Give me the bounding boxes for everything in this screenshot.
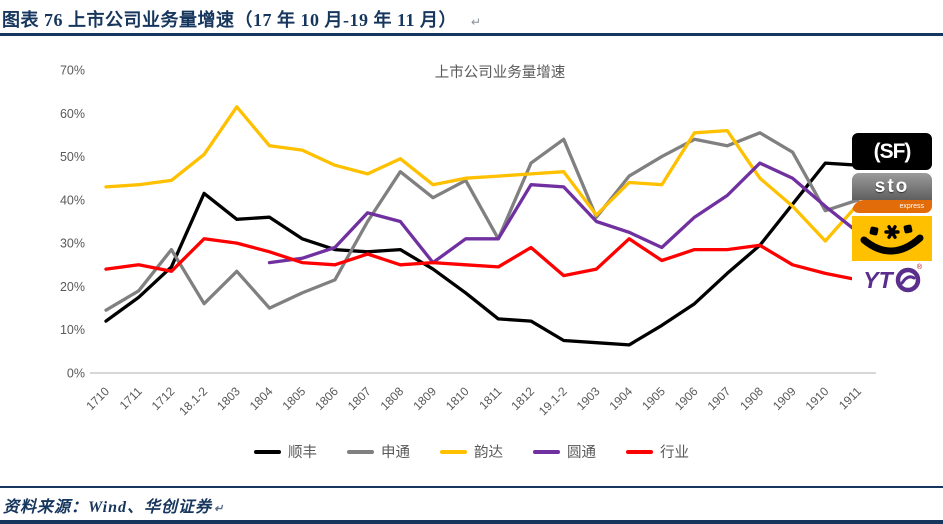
chart-title: 上市公司业务量增速 — [435, 64, 566, 81]
figure-caption: 图表 76 上市公司业务量增速（17 年 10 月-19 年 11 月） ↵ — [2, 6, 912, 32]
x-axis-tick-label: 1803 — [214, 384, 243, 413]
source-note: 资料来源：Wind、华创证券 ↵ — [3, 493, 224, 517]
x-axis-tick-label: 1710 — [83, 384, 112, 413]
x-axis-tick-label: 18.1-2 — [176, 384, 210, 418]
x-axis-tick-label: 1908 — [737, 384, 766, 413]
x-axis-tick-label: 1711 — [117, 384, 145, 412]
sto-express-logo-icon: sto express — [852, 173, 932, 213]
series-line-韵达 — [104, 105, 860, 243]
sto-logo-subtext: express — [852, 200, 932, 213]
y-axis-tick-label: 50% — [60, 150, 85, 164]
legend-label: 韵达 — [474, 445, 503, 461]
yto-runner-icon — [895, 267, 920, 293]
legend-label: 顺丰 — [288, 445, 317, 461]
legend-label: 行业 — [660, 445, 689, 461]
legend-label: 申通 — [381, 445, 410, 461]
legend-item-韵达: 韵达 — [440, 441, 503, 462]
caption-underline — [0, 33, 943, 36]
x-axis-tick-label: 1808 — [378, 384, 407, 413]
x-axis-tick-label: 1911 — [836, 384, 864, 412]
series-line-申通 — [104, 131, 860, 312]
sf-logo-text: (SF) — [873, 139, 912, 163]
y-axis-tick-label: 30% — [60, 237, 85, 251]
chart-legend: 顺丰 申通 韵达 圆通 行业 — [0, 441, 943, 462]
y-axis-tick-label: 10% — [60, 323, 85, 337]
series-line-圆通 — [267, 161, 860, 265]
x-axis-tick-label: 1809 — [410, 384, 439, 413]
x-axis-tick-label: 1903 — [574, 384, 603, 413]
y-axis-tick-label: 0% — [67, 367, 85, 381]
legend-swatch-icon — [347, 449, 374, 454]
x-axis-tick-label: 1805 — [280, 384, 309, 413]
legend-item-行业: 行业 — [626, 441, 689, 462]
x-axis-tick-label: 1810 — [443, 384, 472, 413]
line-chart: 上市公司业务量增速 0% 10% 20% 30% 40% 50% 60% 70% 1710 1711… — [60, 64, 876, 418]
legend-item-圆通: 圆通 — [533, 441, 596, 462]
paragraph-mark-icon: ↵ — [471, 15, 482, 29]
x-axis-tick-label: 1806 — [312, 384, 341, 413]
x-axis-tick-label: 1909 — [770, 384, 799, 413]
y-axis-tick-label: 60% — [60, 107, 85, 121]
legend-swatch-icon — [626, 449, 653, 454]
x-axis-tick-label: 1812 — [508, 384, 537, 413]
sto-logo-text: sto — [852, 173, 932, 200]
x-axis-tick-label: 19.1-2 — [536, 384, 570, 418]
yunda-express-logo-icon — [852, 216, 932, 261]
x-axis-tick-label: 1905 — [639, 384, 668, 413]
legend-item-申通: 申通 — [347, 441, 410, 462]
x-axis-tick-label: 1907 — [705, 384, 734, 413]
y-axis-tick-label: 20% — [60, 280, 85, 294]
x-axis-tick-label: 1910 — [803, 384, 832, 413]
yto-logo-text: YT — [863, 266, 893, 293]
yto-express-logo-icon: YT ® — [852, 264, 932, 296]
y-axis-tick-label: 70% — [60, 64, 85, 78]
legend-swatch-icon — [440, 449, 467, 454]
x-axis-tick-label: 1811 — [476, 384, 504, 412]
footer-divider — [0, 486, 943, 488]
figure-caption-text: 图表 76 上市公司业务量增速（17 年 10 月-19 年 11 月） — [2, 10, 457, 30]
x-axis-tick-label: 1807 — [345, 384, 374, 413]
series-line-顺丰 — [104, 161, 860, 347]
x-axis-tick-label: 1712 — [149, 384, 178, 413]
paragraph-mark-icon: ↵ — [213, 503, 225, 515]
y-axis-tick-label: 40% — [60, 193, 85, 207]
x-axis-tick-label: 1904 — [606, 384, 635, 413]
x-axis-tick-label: 1804 — [247, 384, 276, 413]
series-line-行业 — [104, 237, 860, 282]
registered-mark: ® — [916, 264, 922, 271]
legend-item-顺丰: 顺丰 — [254, 441, 317, 462]
logo-column: (SF) sto express YT ® — [851, 133, 933, 296]
legend-swatch-icon — [533, 449, 560, 454]
yunda-smiley-icon — [860, 224, 924, 254]
legend-swatch-icon — [254, 449, 281, 454]
legend-label: 圆通 — [567, 445, 596, 461]
bottom-divider — [0, 520, 943, 524]
source-note-text: 资料来源：Wind、华创证券 — [3, 499, 212, 516]
x-axis-tick-label: 1906 — [672, 384, 701, 413]
sf-express-logo-icon: (SF) — [852, 133, 932, 170]
